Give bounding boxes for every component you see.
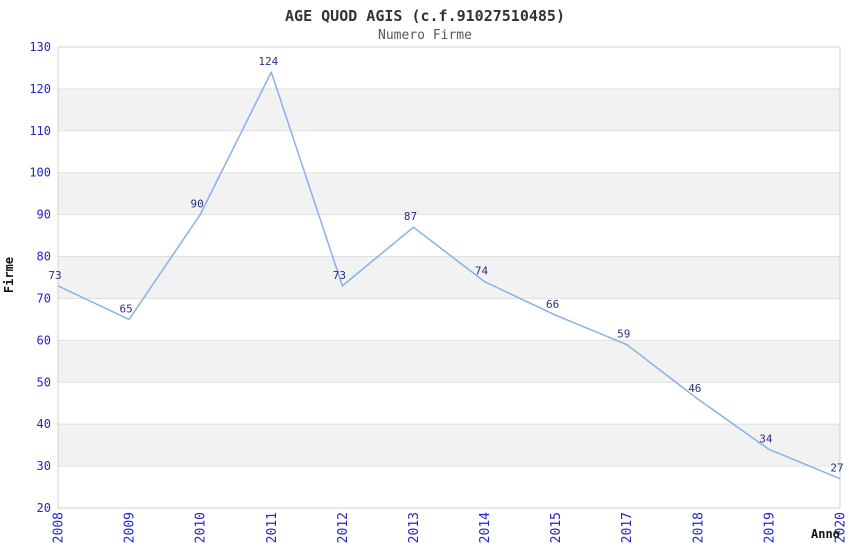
data-point-label: 124 (258, 55, 278, 68)
chart-title: AGE QUOD AGIS (c.f.91027510485) (285, 7, 565, 25)
y-tick-label: 60 (37, 333, 51, 347)
x-tick-label: 2018 (691, 512, 706, 543)
x-tick-label: 2017 (620, 512, 635, 543)
data-point-label: 59 (617, 328, 630, 341)
x-tick-label: 2012 (336, 512, 351, 543)
x-tick-label: 2008 (52, 512, 67, 543)
plot-band (58, 256, 840, 299)
data-point-label: 87 (404, 210, 417, 223)
x-tick-label: 2010 (194, 512, 209, 543)
plot-band (58, 340, 840, 383)
plot-border (57, 46, 841, 509)
plot-band (58, 424, 840, 467)
x-tick-label: 2015 (549, 512, 564, 543)
plot-band (58, 88, 840, 131)
x-tick-label: 2013 (407, 512, 422, 543)
x-tick-label: 2011 (265, 512, 280, 543)
y-tick-label: 70 (37, 291, 51, 305)
x-tick-label: 2019 (762, 512, 777, 543)
plot-band (58, 172, 840, 215)
data-point-label: 90 (191, 198, 204, 211)
data-point-label: 66 (546, 298, 559, 311)
y-tick-label: 130 (29, 40, 51, 54)
data-point-label: 27 (830, 462, 843, 475)
y-tick-label: 90 (37, 208, 51, 222)
y-tick-label: 40 (37, 417, 51, 431)
chart-subtitle: Numero Firme (378, 28, 472, 43)
x-axis-title: Anno (811, 527, 840, 541)
data-point-label: 46 (688, 382, 701, 395)
data-point-label: 65 (119, 302, 132, 315)
y-tick-label: 120 (29, 82, 51, 96)
y-tick-label: 30 (37, 459, 51, 473)
data-point-label: 34 (759, 432, 773, 445)
data-point-label: 74 (475, 265, 489, 278)
x-tick-label: 2014 (478, 512, 493, 543)
x-tick-label: 2009 (123, 512, 138, 543)
y-tick-label: 80 (37, 250, 51, 264)
data-point-label: 73 (48, 269, 61, 282)
x-tick-label: 2020 (834, 512, 849, 543)
y-tick-label: 110 (29, 124, 51, 138)
y-tick-label: 100 (29, 166, 51, 180)
y-tick-label: 20 (37, 501, 51, 515)
data-line (57, 71, 841, 480)
data-point-label: 73 (333, 269, 346, 282)
y-tick-label: 50 (37, 375, 51, 389)
